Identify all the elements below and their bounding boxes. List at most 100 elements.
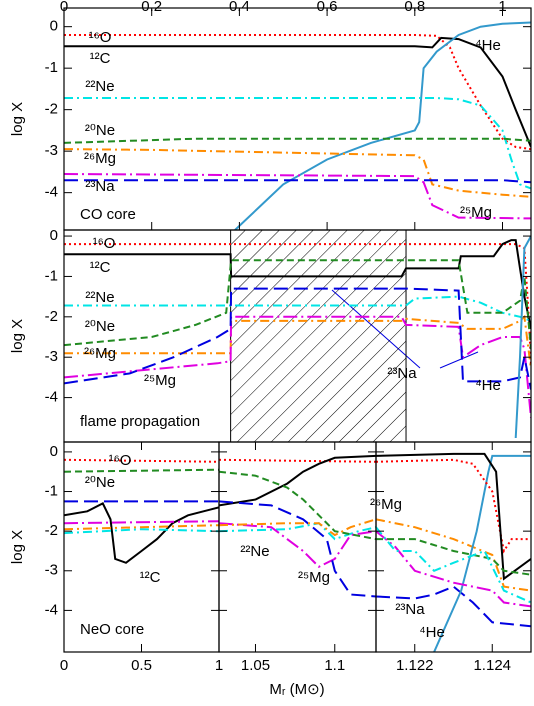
abundance-curve [64,259,531,350]
species-label: ¹²C [90,50,111,67]
panel-annotation: CO core [80,206,136,223]
species-label: ²²Ne [85,78,114,95]
species-label: ⁴He [475,37,501,54]
abundance-curve [433,454,531,652]
abundance-curve [64,239,531,330]
abundance-curve [514,235,531,439]
abundance-curve [219,454,376,507]
abundance-curve [219,522,376,569]
abundance-curve [219,470,376,541]
y-tick-label: 0 [50,227,58,244]
species-label: ²⁰Ne [85,122,115,139]
abundance-curve [64,36,531,148]
x-tick-label: 1.124 [473,657,511,674]
species-label: ²³Na [395,601,425,618]
x-tick-label: 0.8 [404,0,425,15]
y-tick-label: -2 [45,522,58,539]
abundance-curve [64,502,219,564]
species-label: ⁴He [475,377,501,394]
abundance-curve [376,458,531,554]
abundance-curve [64,528,219,535]
abundance-curve [64,148,531,198]
species-label: ¹²C [90,259,111,276]
panel-annotation: flame propagation [80,413,200,430]
y-tick-label: 0 [50,443,58,460]
y-tick-label: 0 [50,18,58,35]
x-tick-label: 1.05 [241,657,270,674]
y-tick-label: -4 [45,389,58,406]
abundance-curve [64,97,531,190]
abundance-curve [64,34,531,151]
x-tick-label: 1 [498,0,506,15]
abundance-curve [376,538,531,576]
species-label: ¹²C [140,569,161,586]
species-label: ¹⁶O [89,29,112,46]
species-label: ⁴He [419,624,445,641]
species-label: ²⁰Ne [85,318,115,335]
species-label: ²⁶Mg [84,345,116,362]
panel-frame [63,7,532,231]
abundance-curve [64,295,531,322]
abundance-curve [219,518,376,537]
arrow [439,351,479,369]
x-tick-label: 1.1 [324,657,345,674]
y-tick-label: -1 [45,482,58,499]
abundance-curve [64,524,219,531]
abundance-curve [376,585,531,628]
y-axis-label: log X [9,530,26,564]
abundance-curve [234,21,531,230]
y-axis-label: log X [9,102,26,136]
panel-frame [375,441,532,653]
abundance-curve [376,452,531,581]
abundance-curve [64,458,219,463]
species-label: ²³Na [85,178,115,195]
y-tick-label: -4 [45,184,58,201]
species-label: ²⁶Mg [84,150,116,167]
species-label: ²²Ne [85,289,114,306]
plot-area [64,230,531,442]
abundance-curve [219,458,376,463]
y-tick-label: -3 [45,562,58,579]
abundance-curve [64,179,531,184]
species-label: ²⁵Mg [460,204,492,221]
abundance-curve [376,530,531,608]
abundance-curve [219,500,376,598]
abundance-curve [376,518,531,592]
y-tick-label: -3 [45,142,58,159]
abundance-curve [64,173,531,220]
x-axis-label: Mᵣ (M⊙) [269,681,324,698]
species-label: ¹⁶O [109,452,132,469]
species-label: ²⁰Ne [85,474,115,491]
y-tick-label: -1 [45,267,58,284]
abundance-curve [64,315,531,418]
abundance-curve [64,520,219,525]
x-tick-label: 0.5 [131,657,152,674]
plot-area [219,454,376,598]
x-tick-label: 1 [215,657,223,674]
y-tick-label: -1 [45,59,58,76]
x-tick-label: 0 [60,0,68,15]
species-label: ²⁵Mg [144,372,176,389]
species-label: ²²Ne [240,543,269,560]
species-label: ¹⁶O [93,235,116,252]
panel-annotation: NeO core [80,621,144,638]
abundance-curve [376,526,531,604]
x-tick-label: 0 [60,657,68,674]
x-tick-label: 0.2 [141,0,162,15]
x-tick-label: 0.4 [229,0,250,15]
y-tick-label: -3 [45,348,58,365]
y-tick-label: -4 [45,601,58,618]
y-axis-label: log X [9,319,26,353]
abundance-curve [64,287,531,390]
species-label: ²⁶Mg [370,496,402,513]
species-label: ²³Na [387,365,417,382]
y-tick-label: -2 [45,308,58,325]
plot-area [64,458,219,564]
plot-area [376,452,531,652]
abundance-curve [64,137,531,144]
x-tick-label: 1.122 [396,657,434,674]
y-tick-label: -2 [45,101,58,118]
plot-area [64,21,531,230]
